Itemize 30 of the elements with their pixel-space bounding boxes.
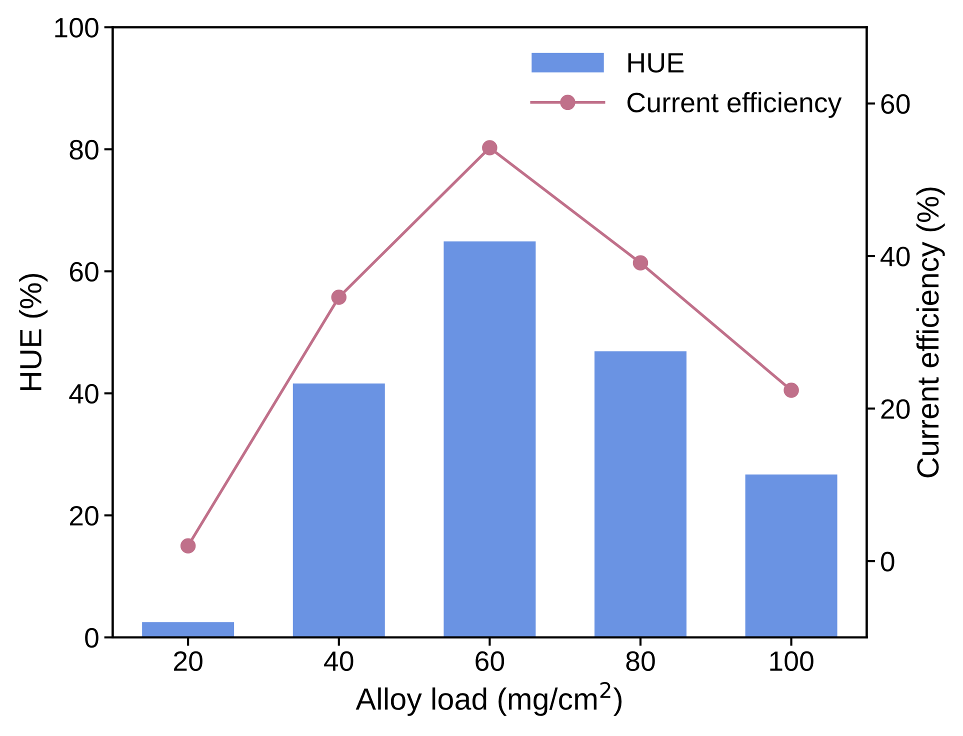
point [180, 538, 196, 554]
bar [292, 384, 385, 638]
legend-label: Current efficiency [627, 92, 842, 118]
legend-label: HUE [628, 53, 684, 73]
x-tick-label: 100 [770, 651, 814, 671]
y-tick-label: 60 [70, 262, 98, 282]
y2-tick-label: 20 [881, 399, 910, 419]
bar [444, 241, 536, 638]
y-tick-label: 100 [55, 18, 98, 38]
y-axis-title: HUE (%) [19, 274, 48, 390]
bar [594, 351, 686, 638]
y2-tick-label: 60 [881, 94, 910, 114]
bar [745, 474, 838, 638]
x-tick-label: 20 [174, 651, 202, 671]
y-tick-label: 80 [70, 140, 98, 160]
x-tick-label: 40 [324, 651, 354, 671]
point [331, 290, 347, 305]
x-tick-label: 80 [626, 651, 655, 671]
y-tick-label: 40 [69, 384, 98, 404]
point [632, 255, 648, 271]
x-axis-title: Alloy load (mg/cm$^{2}$) [356, 682, 622, 716]
y2-tick-label: 0 [880, 552, 894, 572]
y-tick-label: 0 [85, 628, 98, 648]
y-tick-label: 20 [70, 506, 98, 526]
point [784, 382, 799, 398]
point [482, 140, 498, 156]
x-tick-label: 60 [476, 651, 504, 671]
bar [142, 622, 234, 638]
y2-axis-title: Current efficiency (%) [916, 188, 945, 478]
y2-tick-label: 40 [880, 246, 910, 266]
